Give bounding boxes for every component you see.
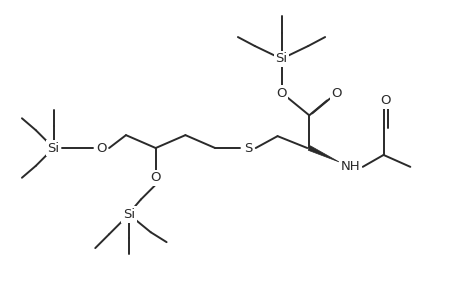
Text: O: O	[276, 87, 286, 100]
Text: S: S	[243, 142, 252, 154]
Text: NH: NH	[340, 160, 360, 173]
Text: O: O	[150, 171, 161, 184]
Text: O: O	[380, 94, 390, 107]
Text: Si: Si	[123, 208, 134, 221]
Text: Si: Si	[275, 52, 287, 65]
Text: O: O	[96, 142, 106, 154]
Text: O: O	[331, 87, 341, 100]
Text: Si: Si	[47, 142, 60, 154]
Polygon shape	[308, 146, 338, 162]
